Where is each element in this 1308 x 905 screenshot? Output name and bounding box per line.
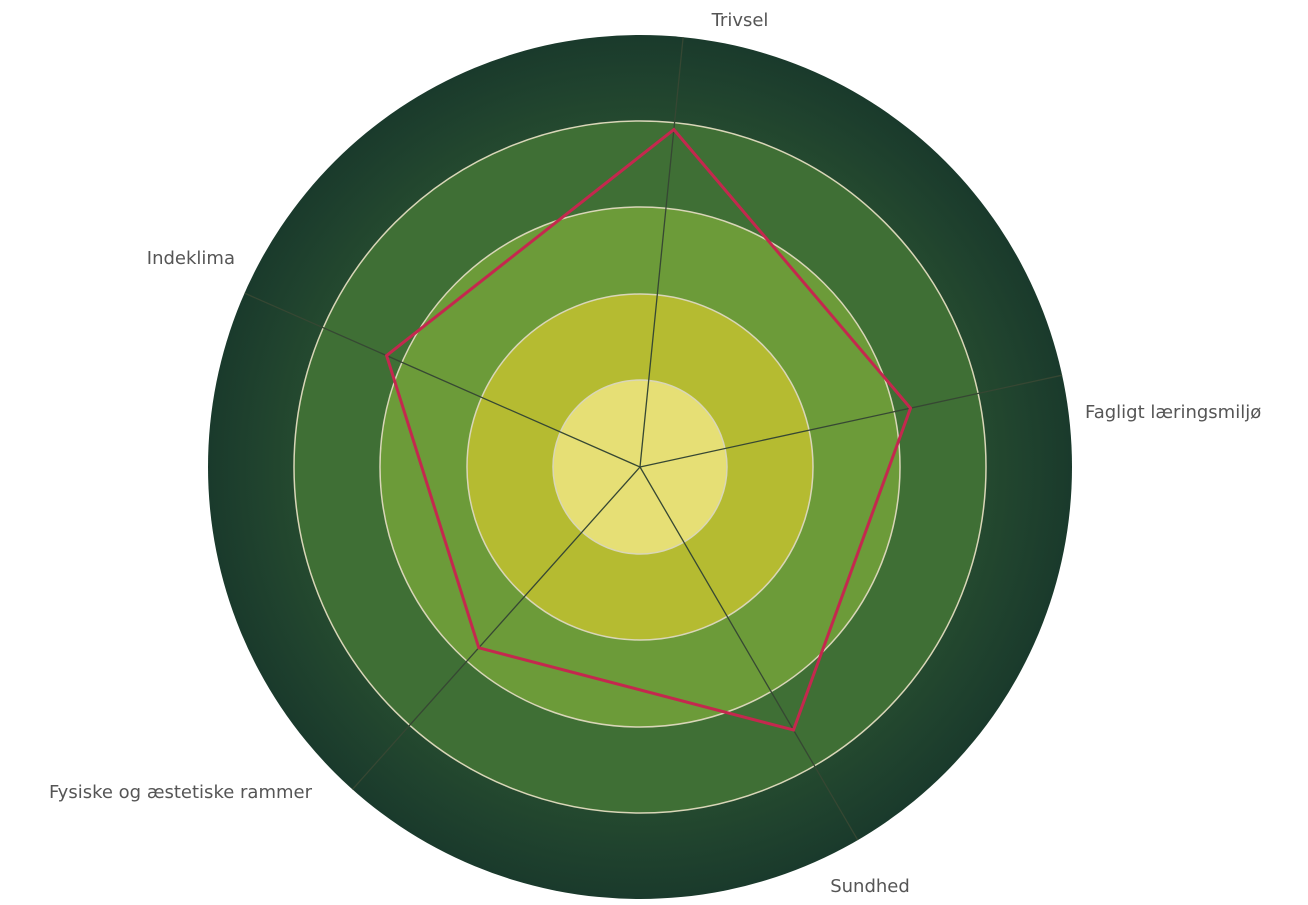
- axis-label-4: Fysiske og æstetiske rammer: [49, 782, 313, 803]
- radar-series: [384, 127, 913, 732]
- radar-series-line-1: [384, 127, 913, 732]
- radar-spoke-3: [639, 466, 859, 841]
- axis-label-3: Sundhed: [830, 876, 910, 897]
- radar-spokes: [244, 37, 1063, 841]
- radar-spoke-2: [639, 374, 1063, 468]
- radar-spoke-4: [351, 466, 641, 790]
- radar-spoke-5: [244, 292, 641, 468]
- axis-label-2: Fagligt læringsmiljø: [1085, 402, 1261, 423]
- axis-label-1: Trivsel: [711, 10, 769, 31]
- radar-axis-labels: Trivsel Fagligt læringsmiljø Sundhed Fysisk…: [49, 10, 1261, 897]
- radar-spoke-1: [639, 37, 684, 468]
- axis-label-5: Indeklima: [147, 248, 235, 269]
